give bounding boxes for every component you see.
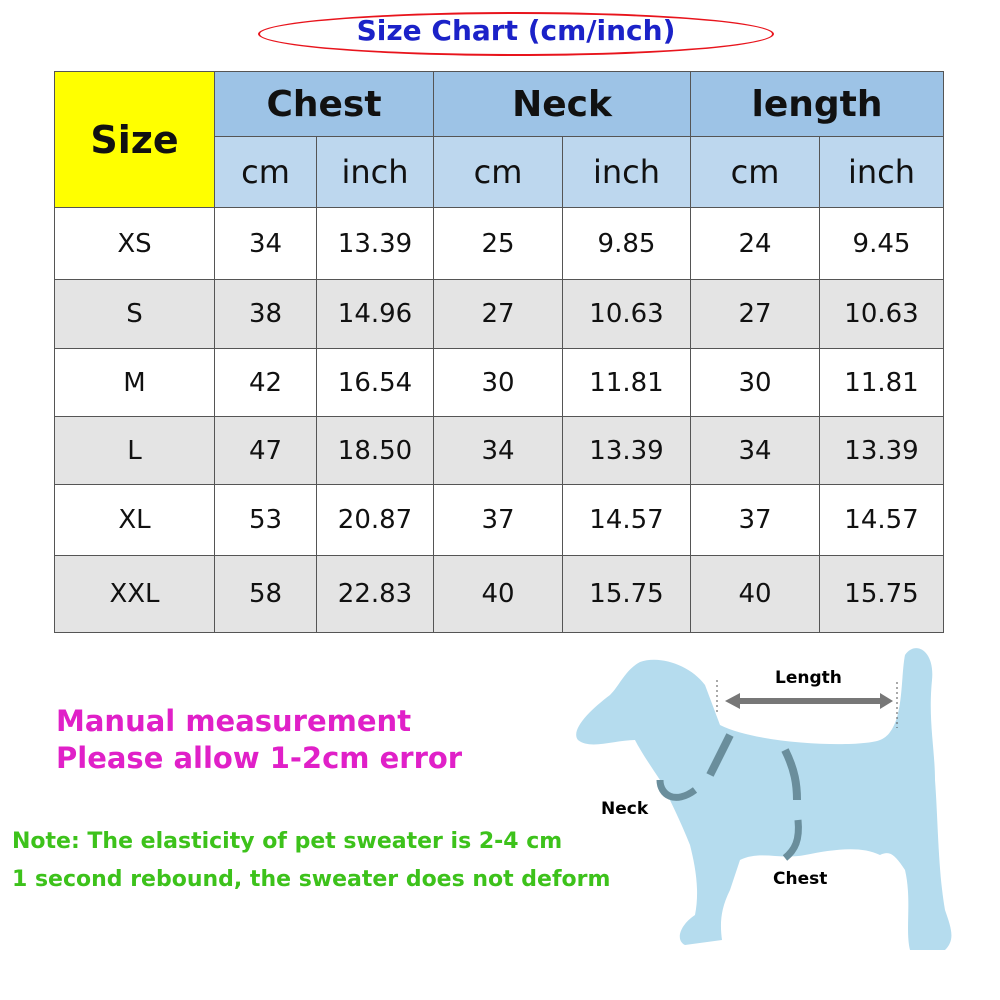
length-arrow-icon xyxy=(725,693,893,709)
value-cell: 13.39 xyxy=(316,207,434,280)
value-cell: 20.87 xyxy=(316,484,434,556)
value-cell: 34 xyxy=(214,207,317,280)
chest-label: Chest xyxy=(773,869,827,889)
neck-label: Neck xyxy=(601,799,649,819)
unit-header: cm xyxy=(690,136,820,208)
table-row: XS 34 13.39 25 9.85 24 9.45 xyxy=(54,207,944,280)
unit-header: cm xyxy=(433,136,563,208)
elasticity-note-line: 1 second rebound, the sweater does not d… xyxy=(12,867,611,892)
length-header: length xyxy=(690,71,944,137)
value-cell: 16.54 xyxy=(316,348,434,417)
value-cell: 30 xyxy=(690,348,820,417)
value-cell: 18.50 xyxy=(316,416,434,485)
value-cell: 9.45 xyxy=(819,207,944,280)
value-cell: 10.63 xyxy=(562,279,691,349)
size-header: Size xyxy=(54,71,215,208)
value-cell: 15.75 xyxy=(819,555,944,633)
size-cell: XL xyxy=(54,484,215,556)
unit-header: inch xyxy=(819,136,944,208)
value-cell: 38 xyxy=(214,279,317,349)
size-cell: S xyxy=(54,279,215,349)
unit-header: cm xyxy=(214,136,317,208)
unit-header: inch xyxy=(316,136,434,208)
value-cell: 47 xyxy=(214,416,317,485)
chest-band xyxy=(782,819,802,861)
value-cell: 27 xyxy=(690,279,820,349)
value-cell: 9.85 xyxy=(562,207,691,280)
neck-band xyxy=(656,779,698,801)
table-row: XL 53 20.87 37 14.57 37 14.57 xyxy=(54,484,944,556)
chest-header: Chest xyxy=(214,71,434,137)
value-cell: 14.57 xyxy=(819,484,944,556)
value-cell: 11.81 xyxy=(819,348,944,417)
table-row: L 47 18.50 34 13.39 34 13.39 xyxy=(54,416,944,485)
value-cell: 10.63 xyxy=(819,279,944,349)
value-cell: 34 xyxy=(433,416,563,485)
value-cell: 15.75 xyxy=(562,555,691,633)
size-cell: L xyxy=(54,416,215,485)
size-table: Size Chest Neck length cm inch cm inch cm inc… xyxy=(54,71,944,633)
value-cell: 22.83 xyxy=(316,555,434,633)
unit-header: inch xyxy=(562,136,691,208)
size-cell: XXL xyxy=(54,555,215,633)
value-cell: 25 xyxy=(433,207,563,280)
length-label: Length xyxy=(775,668,842,688)
table-row: XXL 58 22.83 40 15.75 40 15.75 xyxy=(54,555,944,633)
elasticity-note: Note: The elasticity of pet sweater is 2… xyxy=(12,823,610,899)
size-cell: XS xyxy=(54,207,215,280)
value-cell: 58 xyxy=(214,555,317,633)
value-cell: 42 xyxy=(214,348,317,417)
manual-note-line: Manual measurement xyxy=(56,704,412,738)
value-cell: 14.57 xyxy=(562,484,691,556)
table-row: M 42 16.54 30 11.81 30 11.81 xyxy=(54,348,944,417)
dog-measurement-diagram: Length Neck Chest xyxy=(576,648,952,950)
neck-header: Neck xyxy=(433,71,691,137)
title-oval xyxy=(258,12,774,56)
size-cell: M xyxy=(54,348,215,417)
value-cell: 53 xyxy=(214,484,317,556)
table-row: S 38 14.96 27 10.63 27 10.63 xyxy=(54,279,944,349)
value-cell: 40 xyxy=(690,555,820,633)
manual-note: Manual measurement Please allow 1-2cm er… xyxy=(56,703,462,777)
value-cell: 40 xyxy=(433,555,563,633)
neck-arrow-icon xyxy=(706,733,734,777)
page-title: Size Chart (cm/inch) xyxy=(356,14,676,47)
elasticity-note-line: Note: The elasticity of pet sweater is 2… xyxy=(12,829,563,854)
value-cell: 13.39 xyxy=(819,416,944,485)
value-cell: 11.81 xyxy=(562,348,691,417)
value-cell: 37 xyxy=(433,484,563,556)
chest-arrow-icon xyxy=(781,748,801,801)
dog-silhouette xyxy=(576,648,952,950)
value-cell: 30 xyxy=(433,348,563,417)
value-cell: 37 xyxy=(690,484,820,556)
value-cell: 27 xyxy=(433,279,563,349)
value-cell: 34 xyxy=(690,416,820,485)
value-cell: 14.96 xyxy=(316,279,434,349)
value-cell: 13.39 xyxy=(562,416,691,485)
value-cell: 24 xyxy=(690,207,820,280)
manual-note-line: Please allow 1-2cm error xyxy=(56,741,463,775)
